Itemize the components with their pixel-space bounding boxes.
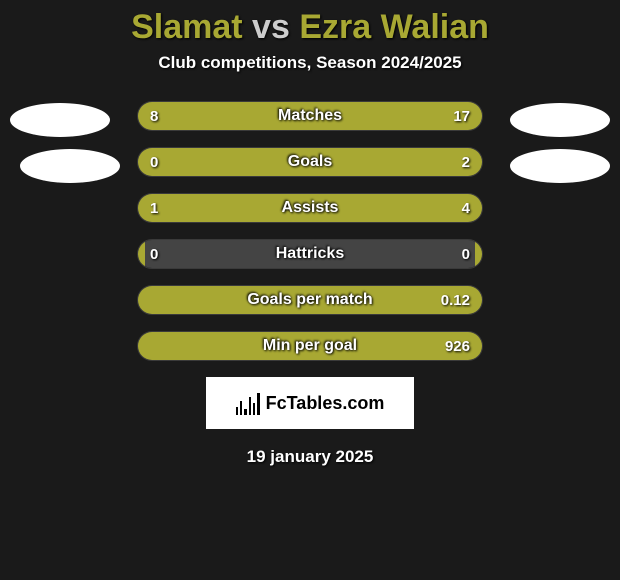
date-text: 19 january 2025 (0, 447, 620, 467)
bar-label: Hattricks (138, 240, 482, 268)
team-logo-right (510, 149, 610, 183)
bar-label: Goals (138, 148, 482, 176)
bar-label: Assists (138, 194, 482, 222)
subtitle: Club competitions, Season 2024/2025 (0, 53, 620, 101)
stat-bar: 926Min per goal (137, 331, 483, 361)
stat-bar: 817Matches (137, 101, 483, 131)
team-logo-left (10, 103, 110, 137)
team-logo-right (510, 103, 610, 137)
page-title: Slamat vs Ezra Walian (0, 0, 620, 53)
stat-bar: 00Hattricks (137, 239, 483, 269)
stat-bar: 14Assists (137, 193, 483, 223)
player-left-name: Slamat (131, 8, 243, 46)
bar-label: Matches (138, 102, 482, 130)
bar-label: Min per goal (138, 332, 482, 360)
stat-bar: 02Goals (137, 147, 483, 177)
brand-text: FcTables.com (266, 393, 385, 414)
stat-bar: 0.12Goals per match (137, 285, 483, 315)
player-right-name: Ezra Walian (299, 8, 489, 46)
vs-text: vs (252, 8, 290, 46)
bar-label: Goals per match (138, 286, 482, 314)
brand-badge: FcTables.com (206, 377, 414, 429)
comparison-bars: 817Matches 02Goals 14Assists 00Hattricks 0.1… (0, 101, 620, 361)
brand-chart-icon (236, 391, 260, 415)
team-logo-left (20, 149, 120, 183)
